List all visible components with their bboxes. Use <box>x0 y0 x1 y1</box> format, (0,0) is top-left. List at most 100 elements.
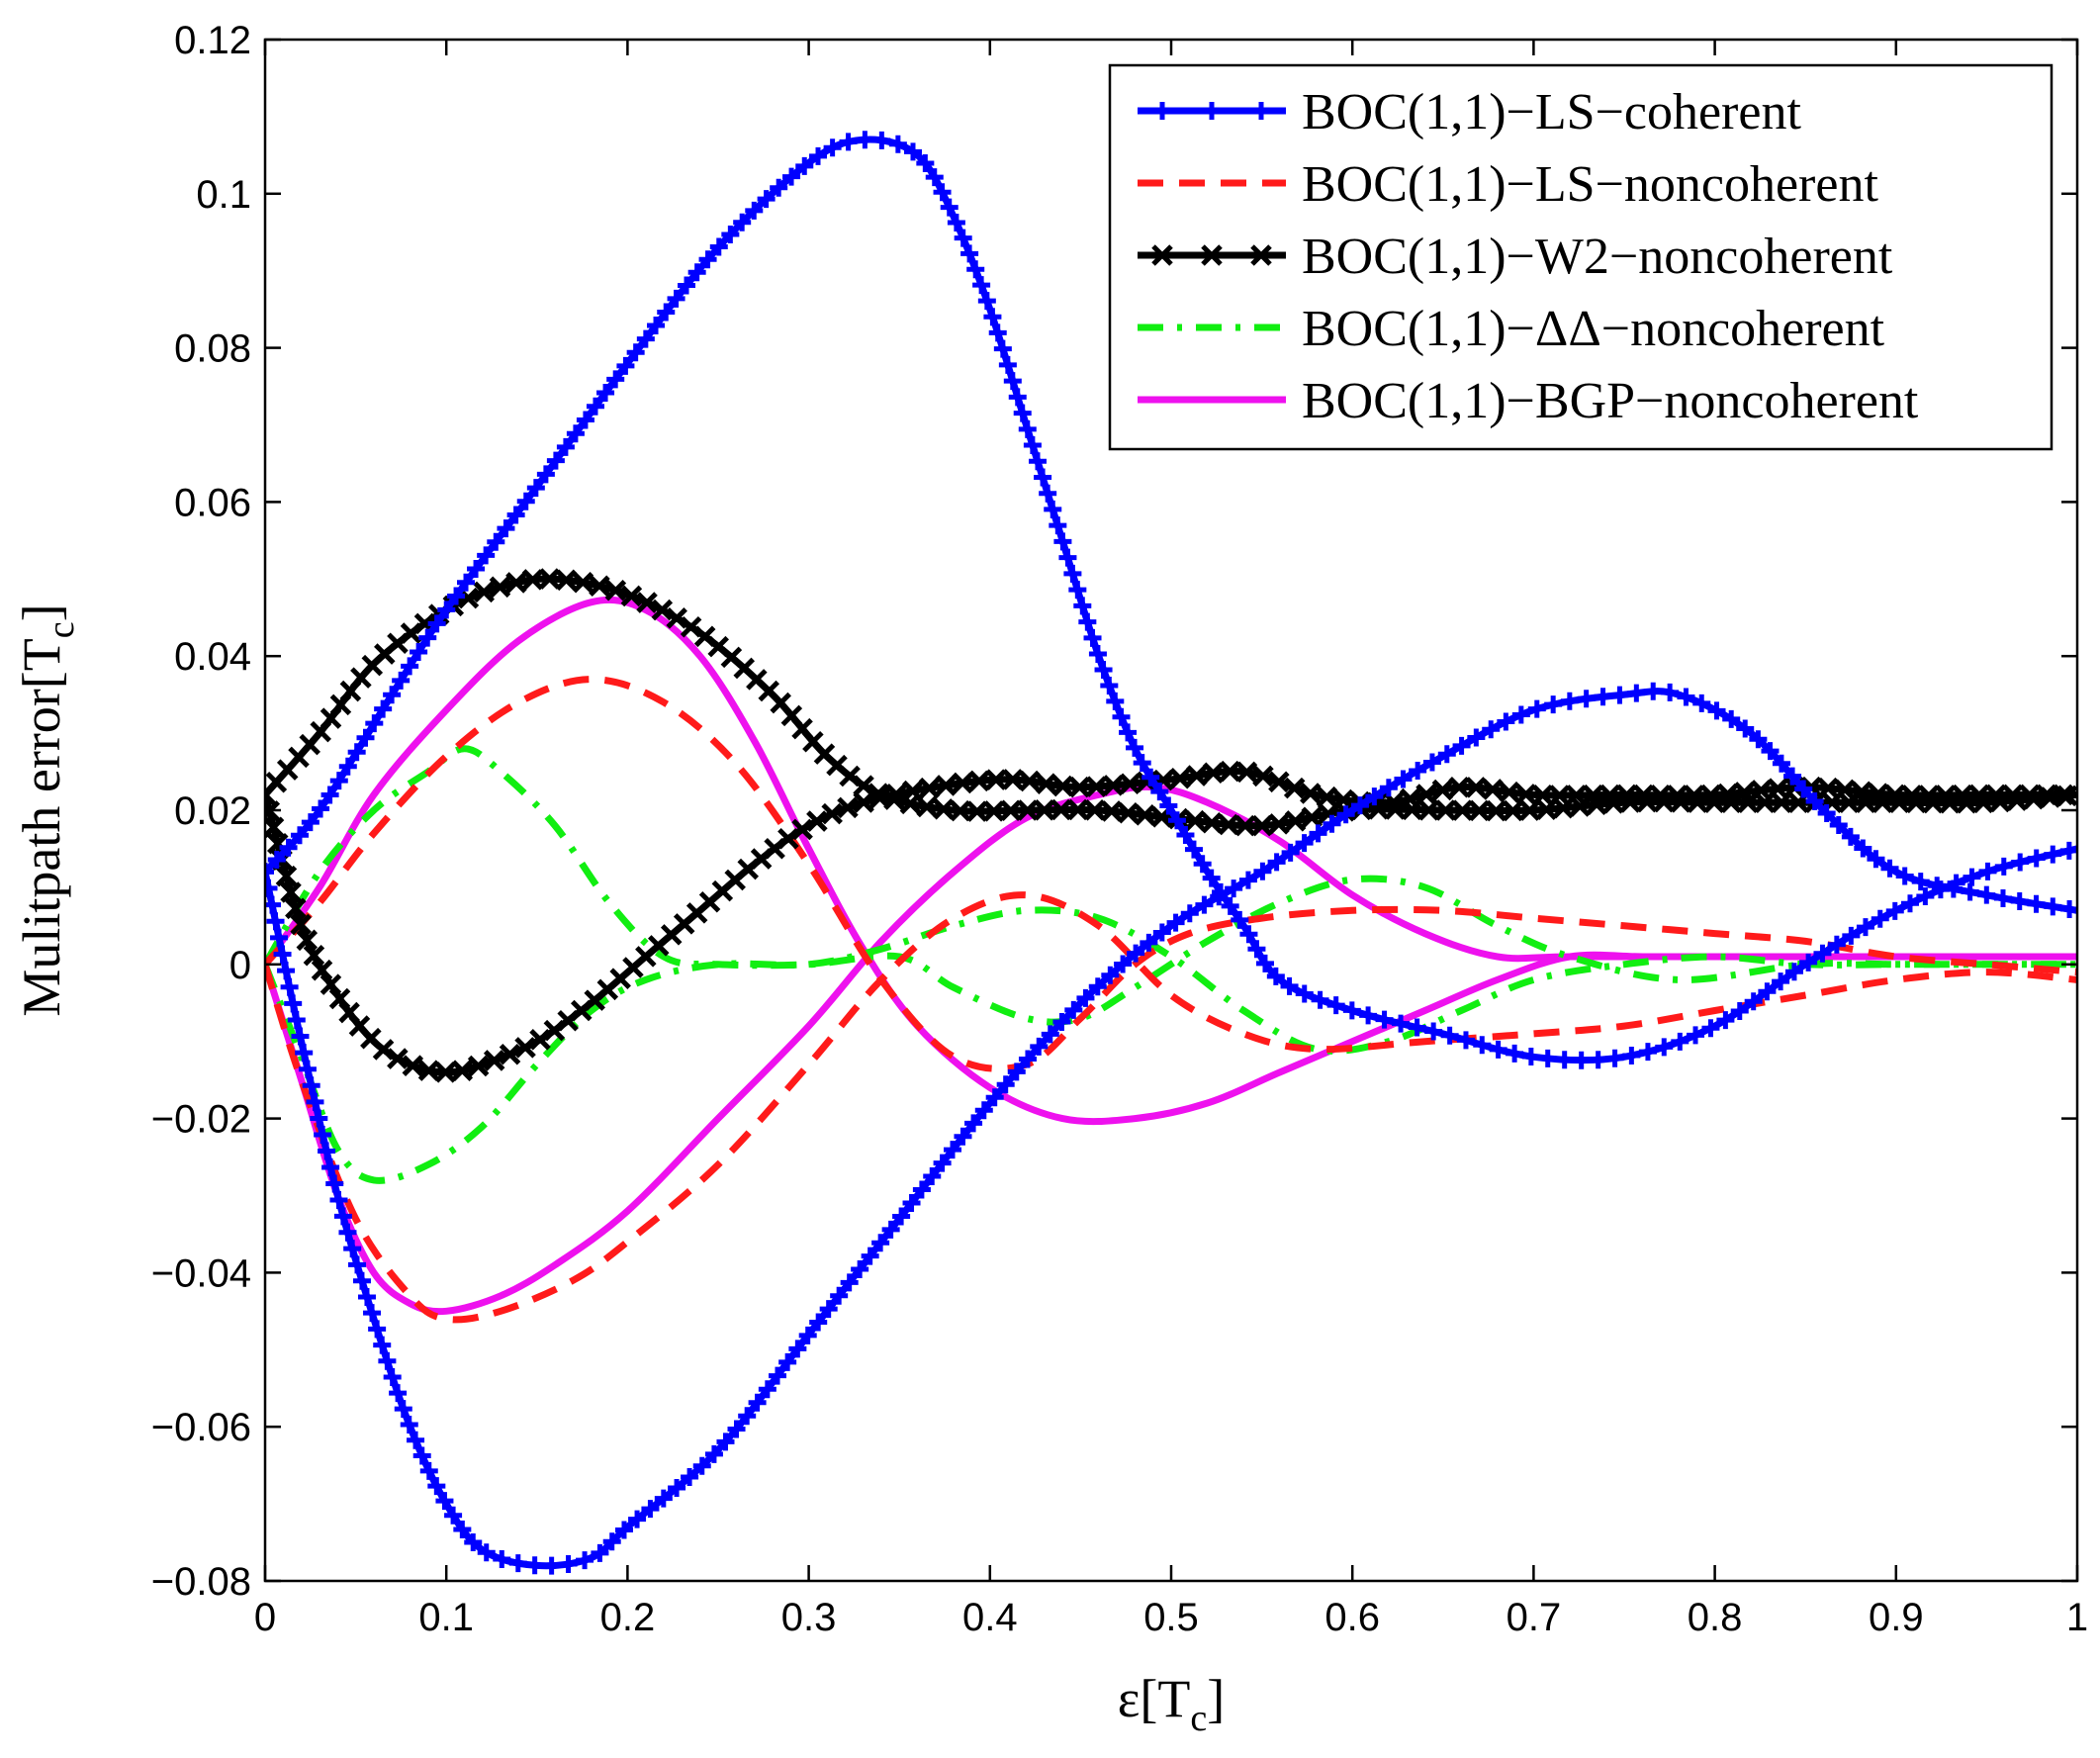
series-1-marker <box>444 1506 463 1525</box>
series-1-marker <box>795 156 814 175</box>
legend-entry-1: BOC(1,1)−LS−coherent <box>1138 84 1801 140</box>
series-3-marker <box>1884 784 1906 806</box>
series-1-marker <box>1497 712 1515 731</box>
series-1-marker <box>447 587 466 605</box>
series-3-marker <box>280 881 302 903</box>
series-3-marker <box>1548 785 1571 806</box>
series-1-marker <box>295 1044 314 1063</box>
series-3-marker <box>1101 800 1123 822</box>
series-3-marker <box>1649 785 1672 806</box>
series-3-marker <box>1582 784 1604 806</box>
series-1-marker <box>809 146 828 165</box>
series-1-marker <box>576 1551 594 1570</box>
series-1-marker <box>435 1492 454 1511</box>
series-1-marker <box>657 303 676 322</box>
series-3-marker <box>968 770 990 792</box>
series-1-marker <box>1180 904 1199 923</box>
series-1-marker <box>1193 855 1212 874</box>
series-1-marker <box>267 851 286 870</box>
x-tick-label: 0.8 <box>1688 1596 1743 1639</box>
series-1-marker <box>933 1154 952 1172</box>
series-1-marker <box>1842 926 1861 945</box>
series-layer <box>265 131 2077 1575</box>
series-1-marker <box>277 962 296 980</box>
series-3-marker <box>777 828 799 850</box>
series-3 <box>265 568 2077 1083</box>
series-1-marker <box>320 786 339 804</box>
series-1-marker <box>412 1446 431 1465</box>
series-1-marker <box>1052 1012 1071 1031</box>
series-3-marker <box>1202 762 1225 785</box>
legend-marker <box>1250 244 1272 266</box>
series-3-marker <box>1666 785 1689 806</box>
series-1-marker <box>383 686 402 704</box>
series-3-marker <box>1834 779 1856 801</box>
series-1-marker <box>1560 692 1579 710</box>
series-3-marker <box>935 775 958 796</box>
series-1-marker <box>733 213 752 231</box>
series-1-marker <box>2060 900 2077 919</box>
series-1-marker <box>1078 612 1097 631</box>
series-1-marker <box>916 153 935 172</box>
series-1-marker <box>809 1313 828 1332</box>
series-1-marker <box>1166 913 1185 932</box>
series-1-marker <box>363 1304 382 1323</box>
series-3-marker <box>680 615 702 638</box>
series-3-marker <box>572 572 594 594</box>
series-1-marker <box>626 343 645 362</box>
series-3-marker <box>1415 784 1437 805</box>
series-4-envelope-upper-line <box>265 745 2077 1026</box>
series-1-marker <box>1829 815 1848 834</box>
series-1-marker <box>333 1207 352 1226</box>
series-1-marker <box>954 1127 972 1146</box>
series-1-marker <box>1736 719 1755 738</box>
series-1-marker <box>1749 730 1768 749</box>
series-1-marker <box>2027 894 2046 913</box>
series-3-marker <box>1117 801 1140 824</box>
series-4 <box>265 745 2077 1184</box>
x-tick-label: 0.4 <box>962 1596 1018 1639</box>
series-1-marker <box>1195 895 1214 914</box>
series-1-marker <box>290 826 309 845</box>
series-1-marker <box>1044 500 1062 518</box>
series-1-marker <box>1323 814 1341 833</box>
series-1-marker <box>1202 869 1221 887</box>
series-3-marker <box>387 1048 409 1069</box>
series-3-marker <box>1431 779 1454 801</box>
series-3-marker <box>1119 773 1141 795</box>
series-1-marker <box>727 1420 746 1438</box>
series-4-envelope-lower-line <box>265 906 2077 1184</box>
y-tick-label: 0.02 <box>174 789 251 833</box>
series-1-marker <box>839 133 858 151</box>
series-1-marker <box>996 1075 1015 1094</box>
series-1-marker <box>902 1194 921 1213</box>
series-1-marker <box>1489 1040 1507 1059</box>
series-1-marker <box>912 1180 931 1199</box>
series-1-marker <box>1437 745 1456 764</box>
series-1-marker <box>944 1141 962 1159</box>
series-1-marker <box>1895 867 1914 885</box>
series-1-marker <box>325 1174 344 1193</box>
series-1-marker <box>302 1076 320 1095</box>
series-1-marker <box>1538 1049 1557 1067</box>
series-3-marker <box>1201 811 1223 834</box>
series-1-marker <box>559 1554 578 1573</box>
series-1-marker <box>1594 688 1612 706</box>
series-1-marker <box>1655 1038 1674 1057</box>
series-3-marker <box>1750 780 1773 801</box>
series-1-marker <box>401 657 419 676</box>
series-1-marker <box>310 1109 328 1128</box>
series-1-marker <box>892 1207 911 1226</box>
series-2-envelope-upper-line <box>265 676 2077 1072</box>
series-1-marker <box>437 601 456 619</box>
series-1-marker <box>881 1220 900 1239</box>
x-tick-label: 0.9 <box>1869 1596 1924 1639</box>
series-1-marker <box>427 1477 446 1496</box>
series-1-marker <box>526 479 545 498</box>
series-1-marker <box>394 1400 412 1419</box>
series-1-marker <box>819 1300 838 1319</box>
series-1-marker <box>678 276 696 295</box>
legend-label: BOC(1,1)−ΔΔ−noncoherent <box>1302 301 1885 357</box>
series-3-marker <box>918 777 941 799</box>
series-1-marker <box>1184 840 1203 859</box>
